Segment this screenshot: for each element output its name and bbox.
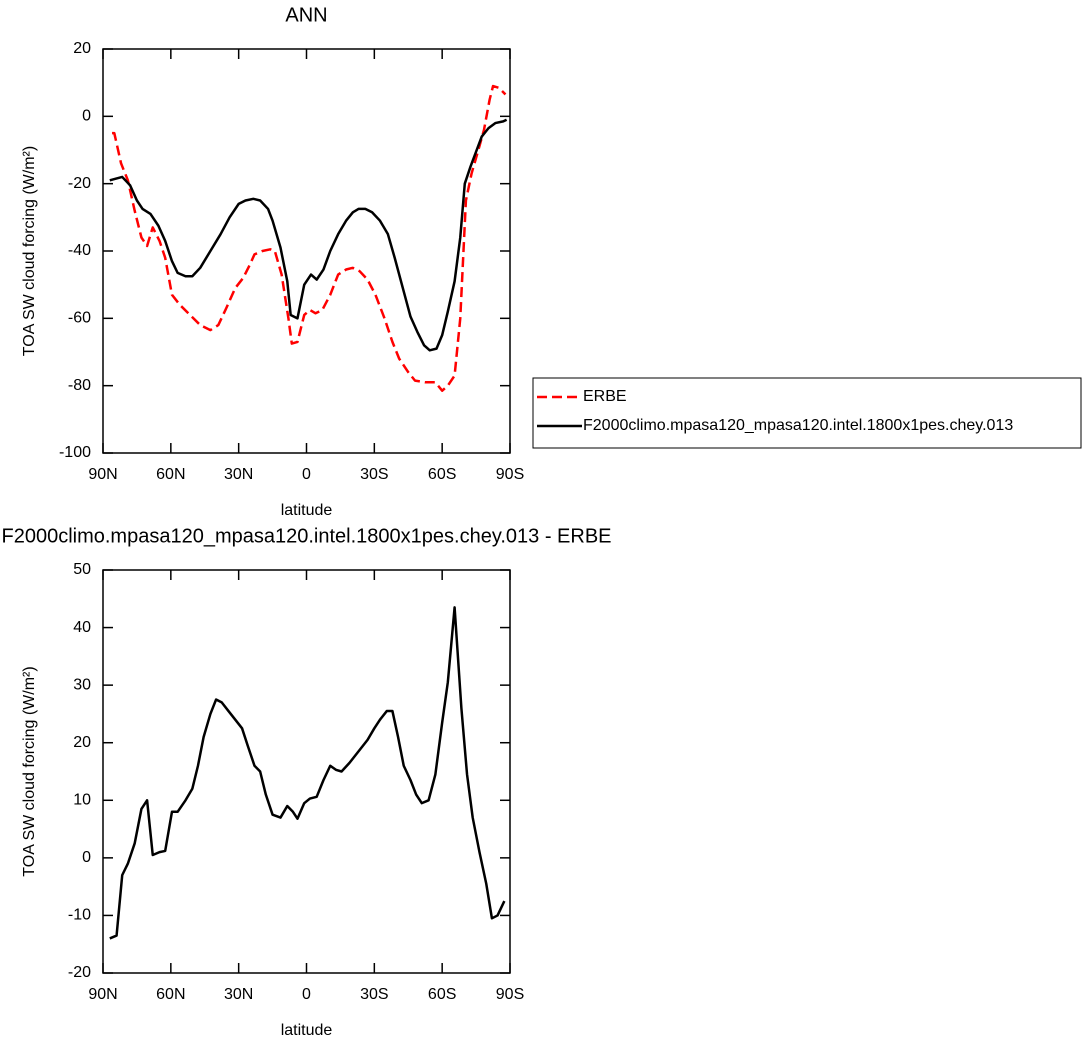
- chart-title: ANN: [285, 4, 327, 26]
- x-tick-label: 30N: [224, 466, 253, 483]
- x-axis-label: latitude: [281, 502, 333, 519]
- x-tick-label: 60S: [428, 466, 456, 483]
- y-tick-label: -20: [68, 175, 91, 192]
- x-tick-label: 0: [302, 986, 311, 1003]
- data-line: [112, 84, 507, 392]
- x-tick-label: 90S: [496, 466, 524, 483]
- plot-frame: [102, 569, 511, 974]
- x-tick-label: 90N: [88, 986, 117, 1003]
- x-tick-label: 90N: [88, 466, 117, 483]
- legend-label: ERBE: [583, 388, 627, 405]
- x-tick-label: 60S: [428, 986, 456, 1003]
- y-tick-label: -20: [68, 964, 91, 981]
- y-tick-label: -100: [59, 444, 91, 461]
- x-tick-label: 30N: [224, 986, 253, 1003]
- x-tick-label: 0: [302, 466, 311, 483]
- y-tick-label: 0: [82, 849, 91, 866]
- y-tick-label: 10: [73, 792, 91, 809]
- x-tick-label: 60N: [156, 466, 185, 483]
- y-tick-label: -60: [68, 310, 91, 327]
- y-tick-label: -10: [68, 907, 91, 924]
- y-tick-label: -80: [68, 377, 91, 394]
- chart-title: F2000climo.mpasa120_mpasa120.intel.1800x…: [2, 525, 612, 547]
- y-tick-label: 40: [73, 619, 91, 636]
- y-tick-label: 0: [82, 108, 91, 125]
- y-axis-label: TOA SW cloud forcing (W/m²): [21, 666, 38, 876]
- x-tick-label: 30S: [360, 466, 388, 483]
- y-tick-label: 20: [73, 734, 91, 751]
- x-tick-label: 90S: [496, 986, 524, 1003]
- data-line: [109, 118, 508, 352]
- data-line: [109, 606, 506, 940]
- y-tick-label: 30: [73, 676, 91, 693]
- y-tick-label: 20: [73, 40, 91, 57]
- legend-label: F2000climo.mpasa120_mpasa120.intel.1800x…: [583, 417, 1013, 434]
- y-tick-label: -40: [68, 242, 91, 259]
- legend-box: [532, 377, 1082, 449]
- x-tick-label: 60N: [156, 986, 185, 1003]
- x-tick-label: 30S: [360, 986, 388, 1003]
- plot-frame: [102, 48, 511, 454]
- y-axis-label: TOA SW cloud forcing (W/m²): [21, 146, 38, 356]
- y-tick-label: 50: [73, 561, 91, 578]
- x-axis-label: latitude: [281, 1022, 333, 1039]
